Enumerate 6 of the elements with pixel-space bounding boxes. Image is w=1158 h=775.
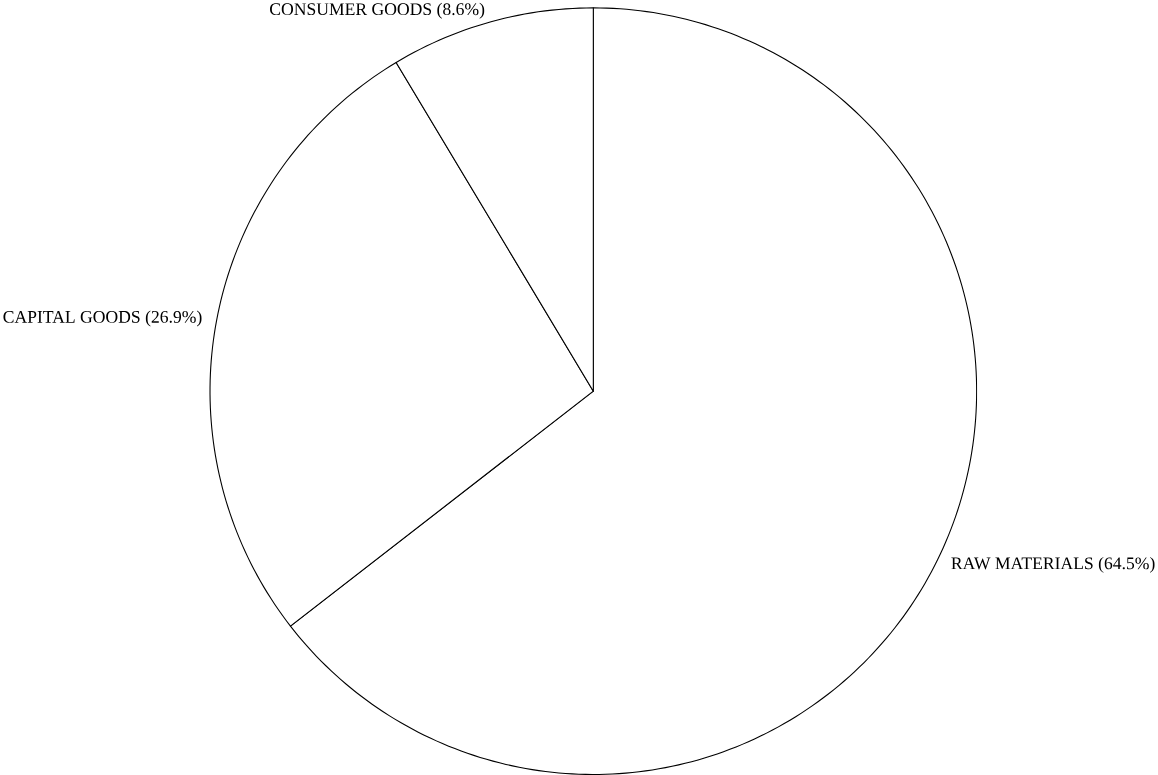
data-label: (64.5%) (1098, 556, 1155, 573)
slice-label: RAW MATERIALS (951, 557, 1093, 570)
slice-label: CONSUMER GOODS (270, 3, 432, 16)
data-label: (26.9%) (145, 310, 202, 327)
data-label: (8.6%) (437, 2, 485, 19)
slice-label: CAPITAL GOODS (3, 310, 140, 323)
